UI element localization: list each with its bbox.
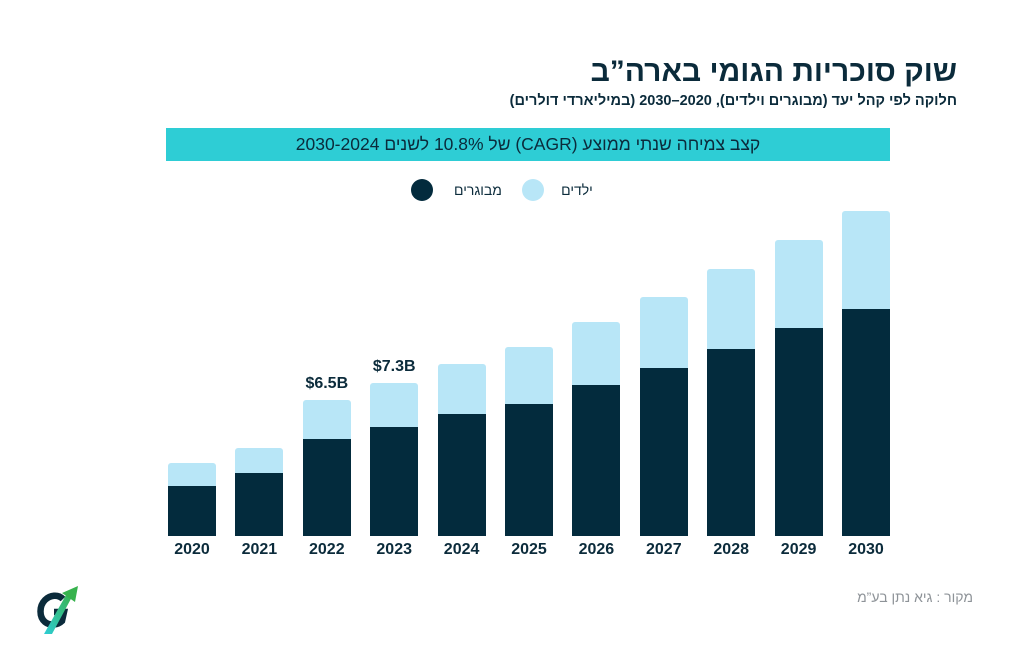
bar-adults-2029 [774,328,823,536]
x-tick-label-2027: 2027 [646,541,682,558]
source-note: מקור : גיא נתן בע”מ [857,589,973,605]
stacked-bar-chart: 2020 2021 2022 2023 2024 2025 2026 2027 2028 2029… [160,200,900,566]
legend-label-kids: ילדים [561,182,593,198]
legend: מבוגרים ילדים [405,177,605,203]
bar-adults-2028 [707,349,756,536]
x-tick-label-2025: 2025 [511,541,547,558]
x-tick-label-2023: 2023 [376,541,412,558]
legend-swatch-kids [522,179,544,201]
page-subtitle: חלוקה לפי קהל יעד (מבוגרים וילדים), 2020… [509,93,957,109]
x-tick-label-2021: 2021 [241,541,278,558]
growth-arrow-icon [37,586,78,634]
legend-swatch-adults [411,179,433,201]
bar-adults-2020 [168,485,216,536]
x-tick-label-2020: 2020 [174,541,210,558]
x-tick-label-2030: 2030 [848,541,884,558]
legend-label-adults: מבוגרים [454,182,502,198]
bar-kids-2020 [168,462,216,486]
bar-kids-2028 [707,269,756,350]
bar-kids-2023 [370,382,419,427]
bar-kids-2027 [639,296,688,368]
data-label-2023: $7.3B [372,357,416,375]
bar-kids-2021 [235,447,284,473]
bar-kids-2024 [437,363,486,415]
x-tick-label-2028: 2028 [713,541,749,558]
bar-kids-2030 [842,210,890,310]
bar-kids-2022 [302,399,351,440]
cagr-banner: קצב צמיחה שנתי ממוצע (CAGR) של 10.8% לשנ… [166,128,890,161]
bar-adults-2025 [505,403,553,536]
bar-adults-2022 [302,439,351,536]
x-tick-label-2024: 2024 [443,541,480,558]
bar-kids-2029 [774,239,823,329]
bar-adults-2021 [235,473,284,536]
data-label-2022: $6.5B [305,374,349,392]
page-title: שוק סוכריות הגומי בארה”ב [590,55,957,88]
x-tick-label-2029: 2029 [780,541,817,558]
brand-logo [31,584,83,636]
bar-adults-2024 [437,414,486,536]
bar-kids-2025 [505,347,553,404]
bar-adults-2027 [639,368,688,536]
bar-adults-2030 [842,309,890,536]
x-tick-label-2022: 2022 [309,541,345,558]
x-tick-label-2026: 2026 [578,541,615,558]
bar-adults-2023 [370,426,419,536]
bar-adults-2026 [572,384,621,536]
cagr-banner-text: קצב צמיחה שנתי ממוצע (CAGR) של 10.8% לשנ… [295,134,761,154]
bar-kids-2026 [572,321,621,385]
